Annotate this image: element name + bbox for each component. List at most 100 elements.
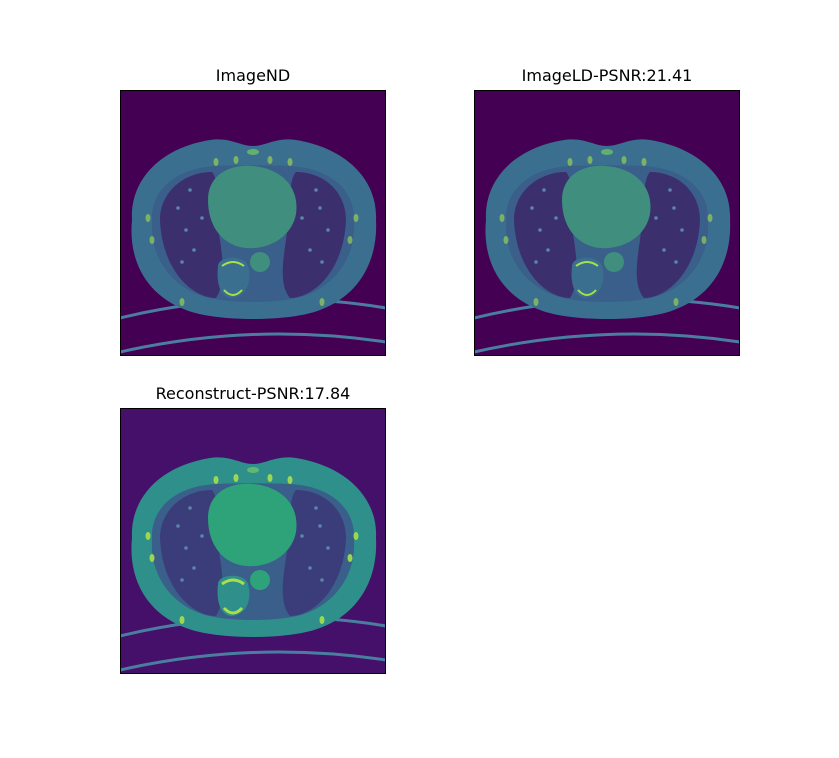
rib-highlight <box>267 156 273 164</box>
panel-frame <box>120 90 386 356</box>
table-line-lower <box>120 650 386 672</box>
table-line-lower <box>474 332 740 354</box>
lung-vessel <box>308 566 312 570</box>
ct-image-imageld <box>474 90 740 356</box>
lung-vessel <box>320 578 324 582</box>
rib-highlight <box>641 158 647 166</box>
panel-imageld <box>474 90 740 356</box>
vertebra-bone-bottom <box>222 606 244 615</box>
lung-right <box>282 172 346 298</box>
rib-highlight <box>353 532 359 540</box>
rib-highlight <box>347 554 353 562</box>
lung-vessel <box>188 506 192 510</box>
heart <box>562 165 651 249</box>
lung-vessel <box>326 546 330 550</box>
lung-vessel <box>534 260 538 264</box>
lung-vessel <box>300 216 304 220</box>
lung-vessel <box>674 260 678 264</box>
lung-vessel <box>668 188 672 192</box>
rib-highlight <box>621 156 627 164</box>
rib-highlight <box>347 236 353 244</box>
rib-highlight <box>179 298 185 306</box>
vertebra-bone-top <box>221 578 245 586</box>
aorta <box>250 252 270 272</box>
rib-highlight <box>499 214 505 222</box>
lung-vessel <box>320 260 324 264</box>
sternum <box>247 467 259 473</box>
rib-highlight <box>267 474 273 482</box>
lung-vessel <box>300 534 304 538</box>
rib-highlight <box>587 156 593 164</box>
vertebra <box>217 575 250 616</box>
lung-vessel <box>176 524 180 528</box>
rib-highlight <box>145 214 151 222</box>
lung-vessel <box>314 188 318 192</box>
panel-reconstruct <box>120 408 386 674</box>
rib-highlight <box>287 158 293 166</box>
rib-highlight <box>233 156 239 164</box>
panel-title-imagend: ImageND <box>215 66 291 85</box>
lung-vessel <box>542 188 546 192</box>
lung-vessel <box>314 506 318 510</box>
rib-highlight <box>179 616 185 624</box>
rib-highlight <box>213 158 219 166</box>
vertebra <box>571 257 604 298</box>
lung-left <box>160 172 223 298</box>
rib-highlight <box>287 476 293 484</box>
vertebra-bone-bottom <box>577 289 597 296</box>
vertebra-bone-bottom <box>223 289 243 296</box>
panel-title-reconstruct: Reconstruct-PSNR:17.84 <box>155 384 351 403</box>
lung-vessel <box>554 216 558 220</box>
lung-left <box>514 172 577 298</box>
rib-highlight <box>149 554 155 562</box>
rib-highlight <box>319 298 325 306</box>
lung-vessel <box>546 248 550 252</box>
ct-image-reconstruct <box>120 408 386 674</box>
heart <box>208 165 297 249</box>
vertebra-bone-top <box>221 261 245 267</box>
rib-highlight <box>673 298 679 306</box>
lung-vessel <box>192 566 196 570</box>
lung-vessel <box>672 206 676 210</box>
lung-vessel <box>326 228 330 232</box>
rib-highlight <box>533 298 539 306</box>
lung-vessel <box>200 216 204 220</box>
lung-vessel <box>538 228 542 232</box>
rib-highlight <box>145 532 151 540</box>
rib-highlight <box>701 236 707 244</box>
lung-left <box>160 490 223 616</box>
lung-vessel <box>184 546 188 550</box>
lung-vessel <box>176 206 180 210</box>
ct-image-imagend <box>120 90 386 356</box>
vertebra-bone-top <box>575 261 599 267</box>
rib-highlight <box>213 476 219 484</box>
rib-highlight <box>319 616 325 624</box>
lung-vessel <box>188 188 192 192</box>
panel-frame <box>120 408 386 674</box>
lung-right <box>282 490 346 616</box>
rib-highlight <box>567 158 573 166</box>
lung-vessel <box>192 248 196 252</box>
panel-imagend <box>120 90 386 356</box>
rib-highlight <box>503 236 509 244</box>
table-line-lower <box>120 332 386 354</box>
rib-highlight <box>149 236 155 244</box>
lung-right <box>636 172 700 298</box>
vertebra <box>217 257 250 298</box>
lung-vessel <box>654 216 658 220</box>
lung-vessel <box>180 260 184 264</box>
panel-title-imageld: ImageLD-PSNR:21.41 <box>521 66 693 85</box>
rib-highlight <box>233 474 239 482</box>
lung-vessel <box>530 206 534 210</box>
lung-vessel <box>200 534 204 538</box>
sternum <box>247 149 259 155</box>
lung-vessel <box>318 206 322 210</box>
aorta <box>604 252 624 272</box>
lung-vessel <box>308 248 312 252</box>
aorta <box>250 570 270 590</box>
lung-vessel <box>180 578 184 582</box>
rib-highlight <box>353 214 359 222</box>
lung-vessel <box>662 248 666 252</box>
lung-vessel <box>184 228 188 232</box>
